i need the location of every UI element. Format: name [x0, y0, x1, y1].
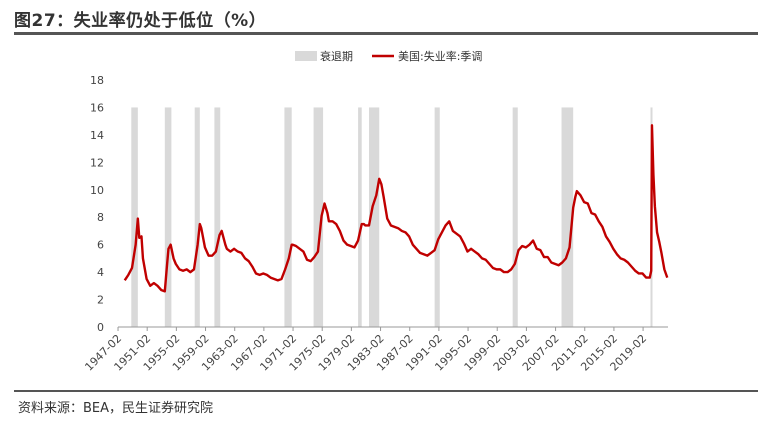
recession-band-1 — [164, 107, 172, 327]
y-tick-label-2: 4 — [97, 266, 104, 279]
y-tick-label-8: 16 — [90, 101, 104, 114]
y-tick-label-9: 18 — [90, 74, 104, 87]
legend-recession-swatch — [295, 51, 317, 61]
recession-bands — [131, 107, 653, 327]
recession-band-3 — [214, 107, 221, 327]
legend-recession-label: 衰退期 — [320, 49, 353, 63]
recession-band-9 — [512, 107, 518, 327]
y-tick-label-7: 14 — [90, 129, 104, 142]
title-divider — [14, 32, 758, 35]
y-tick-label-3: 6 — [97, 239, 104, 252]
legend: 衰退期 美国:失业率:季调 — [295, 49, 482, 63]
recession-band-7 — [369, 107, 380, 327]
recession-band-8 — [434, 107, 440, 327]
y-tick-label-6: 12 — [90, 156, 104, 169]
source-note: 资料来源：BEA，民生证券研究院 — [18, 401, 214, 416]
y-tick-label-0: 0 — [97, 321, 104, 334]
footer-divider — [14, 390, 758, 392]
recession-band-6 — [358, 107, 362, 327]
y-tick-label-4: 8 — [97, 211, 104, 224]
y-tick-label-5: 10 — [90, 184, 104, 197]
recession-band-5 — [313, 107, 324, 327]
recession-band-4 — [284, 107, 292, 327]
legend-line-label: 美国:失业率:季调 — [398, 49, 482, 63]
figure-title: 图27：失业率仍处于低位（%） — [14, 11, 267, 31]
recession-band-10 — [561, 107, 574, 327]
y-tick-label-1: 2 — [97, 294, 104, 307]
recession-band-2 — [194, 107, 200, 327]
series-line-0 — [123, 124, 669, 293]
series-lines — [123, 124, 669, 293]
recession-band-0 — [131, 107, 138, 327]
